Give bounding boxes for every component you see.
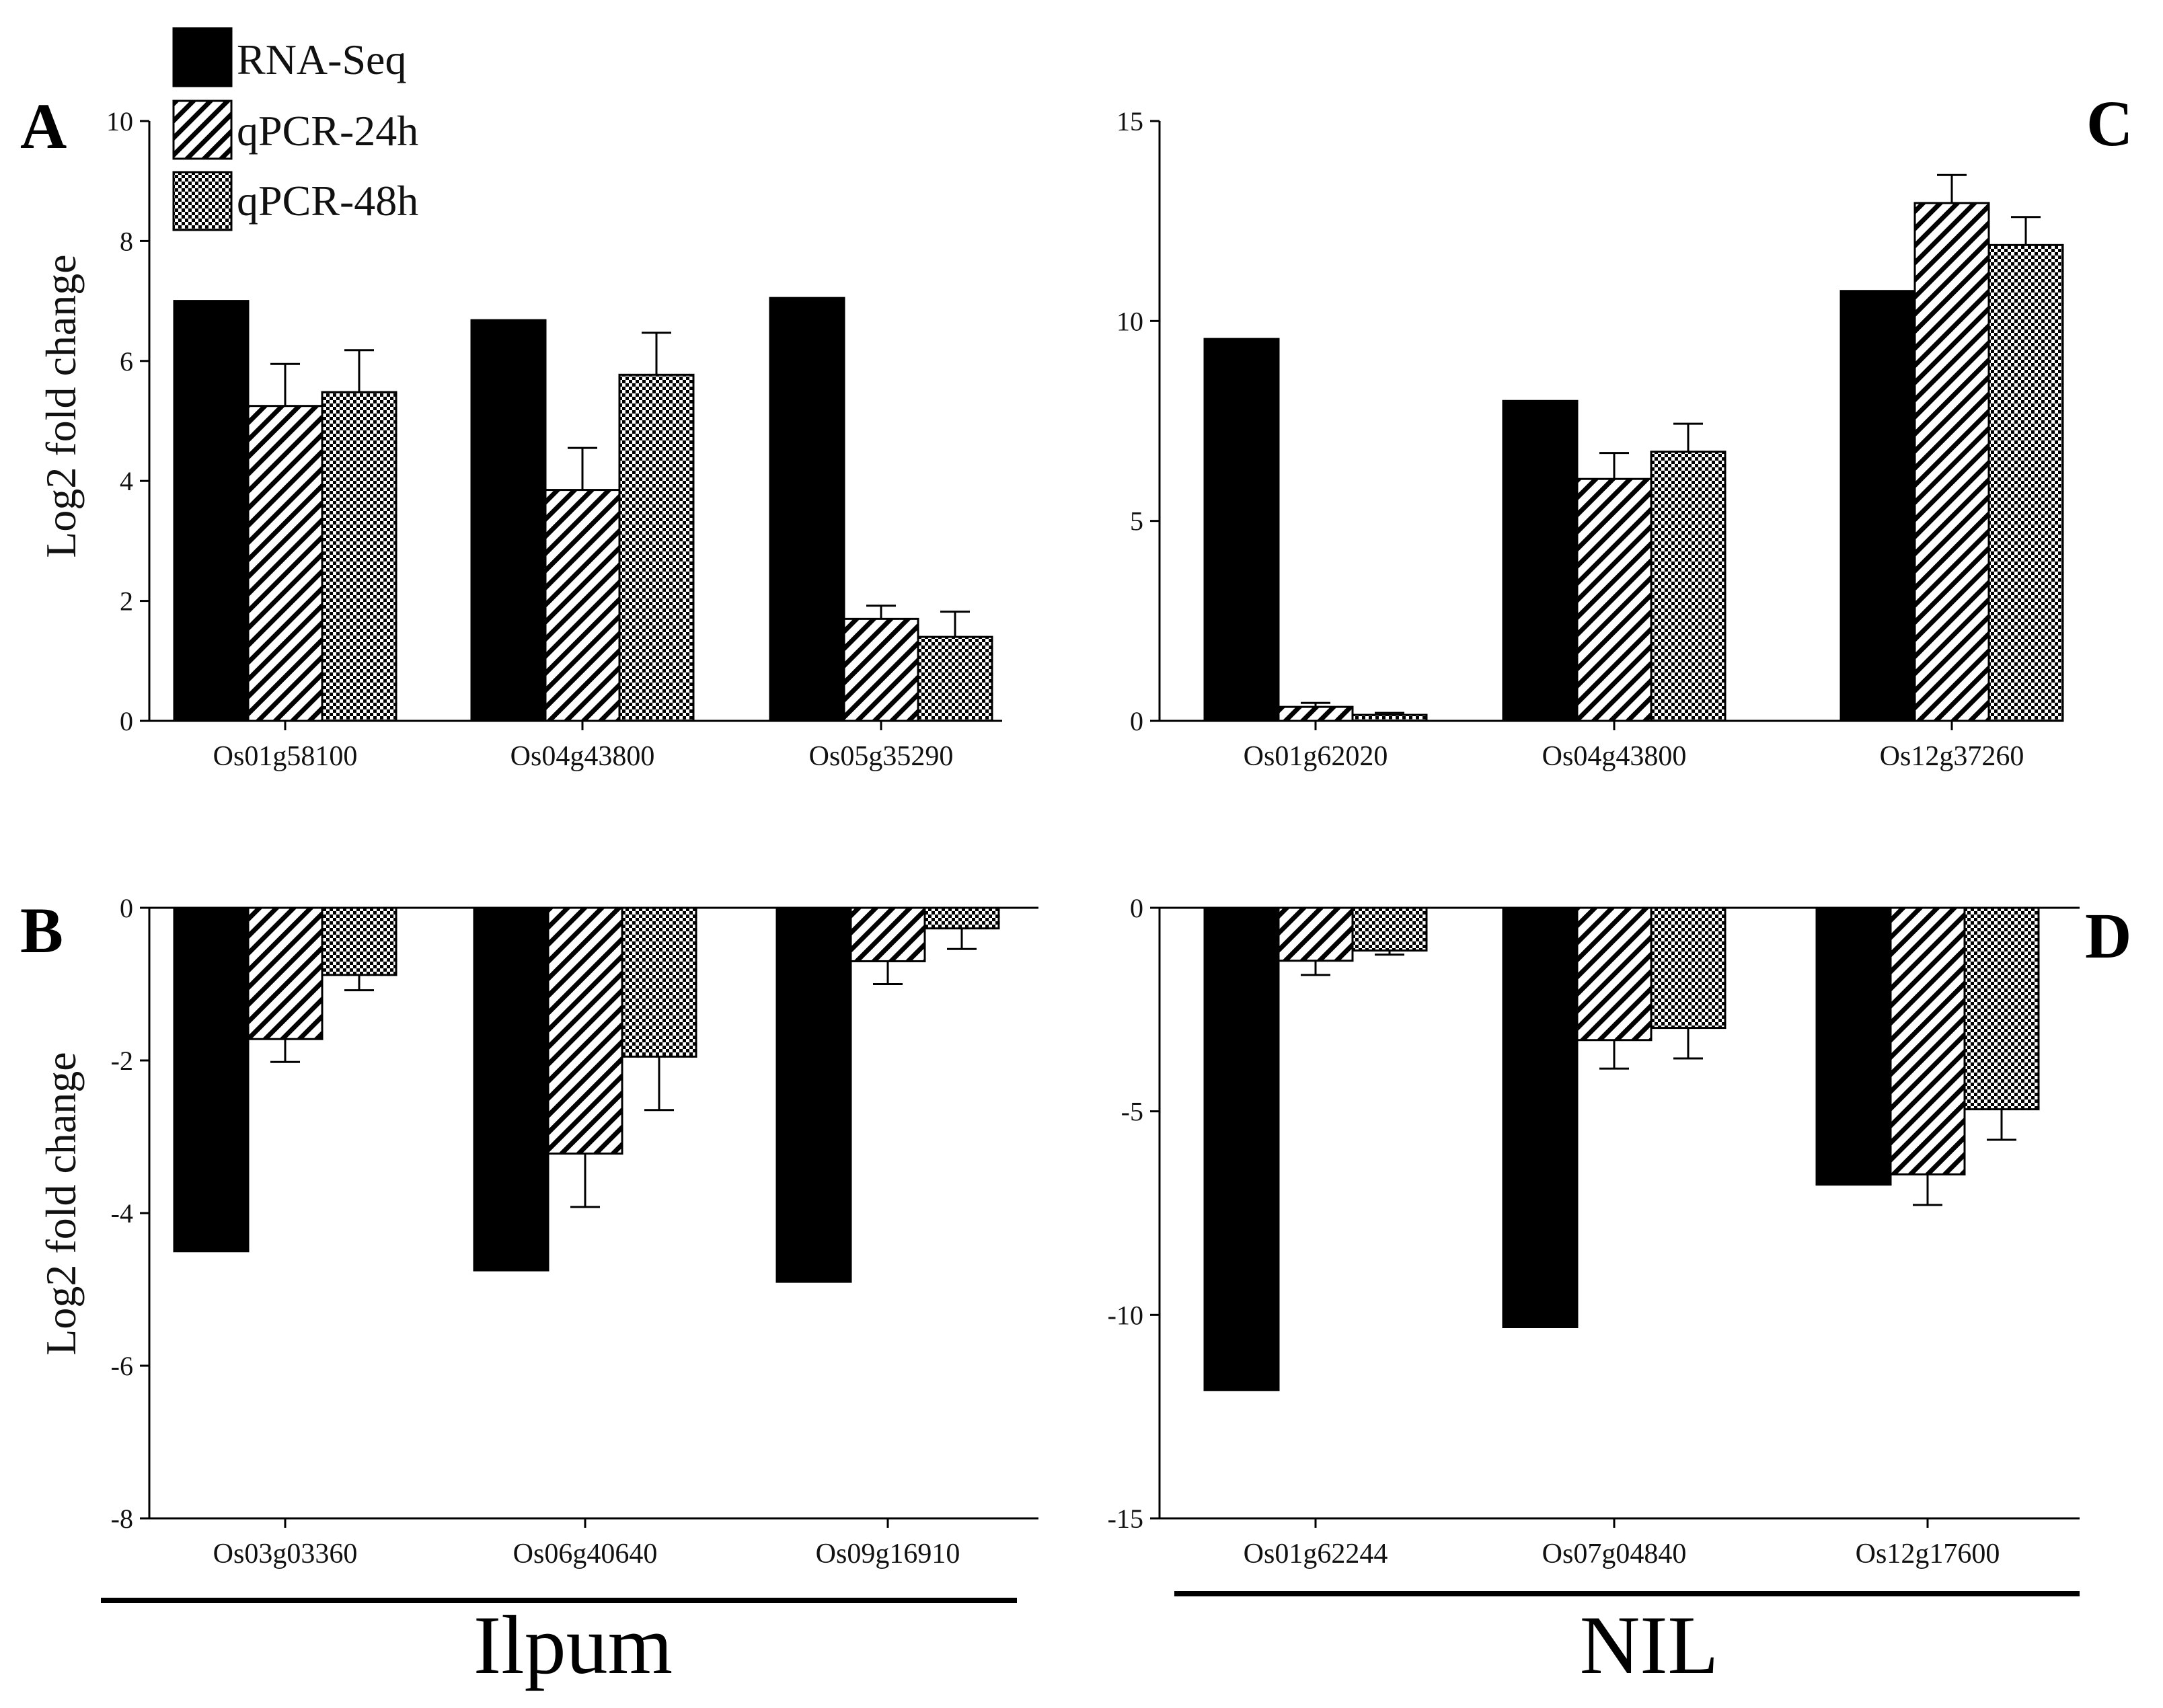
- legend-label-qpcr-48h: qPCR-48h: [237, 177, 418, 225]
- chart-panel-d: 0 -5 -10 -15 Os01g62244 Os07g04840 Os12g17600: [1108, 893, 2080, 1569]
- bar-qpcr-24h: [1277, 705, 1354, 722]
- bar-qpcr-48h: [321, 906, 397, 976]
- legend-swatch-qpcr-48h: [172, 171, 233, 231]
- category-label: Os01g58100: [213, 741, 358, 772]
- y-tick-label: 2: [120, 586, 133, 617]
- bar-qpcr-48h: [923, 906, 1000, 930]
- legend-label-rna-seq: RNA-Seq: [237, 36, 406, 83]
- bar-qpcr-48h: [1987, 243, 2064, 722]
- category-label: Os06g40640: [513, 1539, 658, 1569]
- bar-rna-seq: [1203, 338, 1280, 722]
- y-tick-label: 0: [1130, 706, 1143, 736]
- bar-rna-seq: [1502, 906, 1579, 1328]
- y-tick-label: -5: [1121, 1097, 1143, 1127]
- y-tick-label: 0: [1130, 893, 1143, 923]
- bar-rna-seq: [1815, 906, 1892, 1186]
- bar-rna-seq: [1203, 906, 1280, 1391]
- chart-panel-c: 0 5 10 15 Os01g62020 Os04g43800 Os12g37260: [1116, 106, 2064, 772]
- y-tick-label: 0: [120, 706, 133, 736]
- category-label: Os03g03360: [213, 1539, 358, 1569]
- y-tick-label: -2: [111, 1046, 133, 1076]
- y-tick-label: 15: [1116, 106, 1143, 137]
- y-tick-label: 4: [120, 466, 133, 496]
- category-label: Os12g37260: [1880, 741, 2024, 772]
- y-tick-label: -15: [1108, 1504, 1143, 1534]
- bar-qpcr-48h: [321, 391, 397, 722]
- bar-qpcr-48h: [1650, 451, 1726, 722]
- category-label: Os05g35290: [809, 741, 954, 772]
- bar-qpcr-24h: [1913, 202, 1990, 722]
- panel-letter-b: B: [20, 894, 63, 966]
- group-label-ilpum: Ilpum: [473, 1599, 673, 1691]
- chart-panel-b: 0 -2 -4 -6 -8 Os03g03360 Os06g40640 Os09g16910: [111, 893, 1038, 1569]
- bar-qpcr-24h: [1576, 477, 1653, 722]
- bar-qpcr-48h: [1963, 906, 2040, 1111]
- bar-rna-seq: [769, 297, 845, 722]
- bar-qpcr-24h: [544, 489, 621, 722]
- bar-rna-seq: [470, 319, 547, 722]
- bar-rna-seq: [473, 906, 549, 1272]
- bar-rna-seq: [1502, 399, 1579, 722]
- y-tick-label: 10: [1116, 306, 1143, 336]
- bar-qpcr-24h: [1889, 906, 1966, 1175]
- y-tick-label: -8: [111, 1504, 133, 1534]
- legend: RNA-Seq qPCR-24h qPCR-48h: [172, 27, 418, 231]
- ylabel-panel-a: Log2 fold change: [37, 254, 85, 557]
- group-label-nil: NIL: [1580, 1599, 1719, 1691]
- bar-qpcr-24h: [1277, 906, 1354, 962]
- category-label: Os07g04840: [1542, 1539, 1687, 1569]
- y-tick-label: -6: [111, 1351, 133, 1381]
- bar-qpcr-48h: [917, 635, 993, 722]
- panel-letter-d: D: [2085, 900, 2131, 972]
- y-tick-label: 5: [1130, 506, 1143, 537]
- category-label: Os04g43800: [510, 741, 655, 772]
- bar-qpcr-24h: [1576, 906, 1653, 1042]
- y-tick-label: -10: [1108, 1300, 1143, 1330]
- chart-panel-a: 0 2 4 6 8 10 Os01g58100 Os04g43800 Os05g35290: [106, 106, 1002, 772]
- ylabel-panel-b: Log2 fold change: [37, 1052, 85, 1355]
- legend-label-qpcr-24h: qPCR-24h: [237, 107, 418, 155]
- y-tick-label: 10: [106, 106, 133, 137]
- bar-qpcr-24h: [849, 906, 926, 962]
- y-tick-label: 8: [120, 226, 133, 256]
- bar-rna-seq: [173, 906, 250, 1253]
- y-tick-label: 6: [120, 346, 133, 377]
- bar-qpcr-48h: [621, 906, 697, 1058]
- y-tick-label: -4: [111, 1198, 133, 1229]
- bar-qpcr-24h: [843, 617, 919, 722]
- y-tick-label: 0: [120, 893, 133, 923]
- panel-letter-c: C: [2086, 87, 2133, 159]
- panel-letter-a: A: [20, 90, 67, 162]
- bar-qpcr-24h: [247, 405, 324, 722]
- bar-rna-seq: [173, 300, 250, 722]
- category-label: Os01g62244: [1244, 1539, 1388, 1569]
- legend-swatch-qpcr-24h: [172, 100, 233, 160]
- category-label: Os12g17600: [1856, 1539, 2000, 1569]
- bar-qpcr-48h: [618, 373, 695, 722]
- bar-qpcr-48h: [1351, 906, 1428, 952]
- category-label: Os01g62020: [1244, 741, 1388, 772]
- category-label: Os09g16910: [816, 1539, 960, 1569]
- bar-rna-seq: [775, 906, 852, 1283]
- bar-rna-seq: [1839, 290, 1916, 722]
- legend-swatch-rna-seq: [172, 27, 233, 87]
- bar-qpcr-48h: [1351, 713, 1428, 722]
- bar-qpcr-24h: [547, 906, 623, 1155]
- bar-qpcr-48h: [1650, 906, 1726, 1030]
- bar-qpcr-24h: [247, 906, 324, 1040]
- category-label: Os04g43800: [1542, 741, 1687, 772]
